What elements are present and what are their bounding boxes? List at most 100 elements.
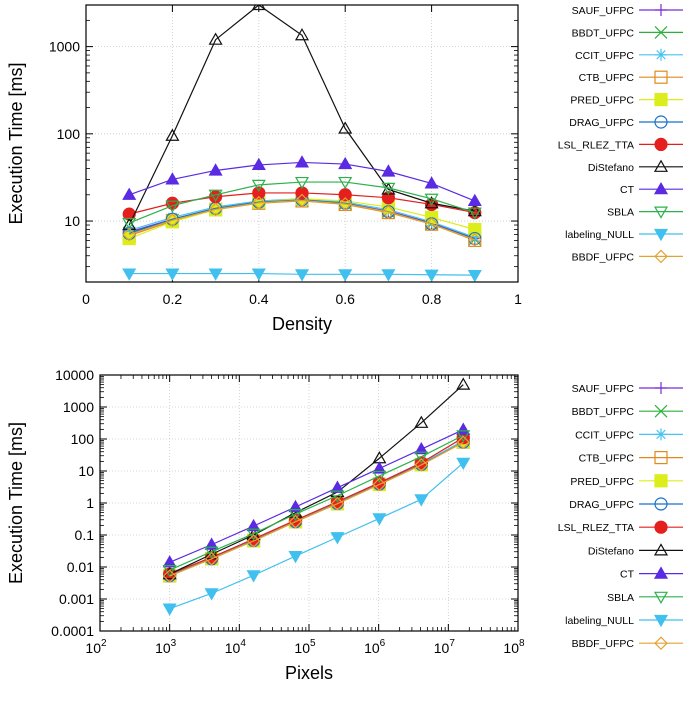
legend-label: BBDT_UFPC [572, 406, 635, 418]
data-point-bbdf-ufpc [122, 227, 137, 242]
series-bbdf-ufpc [162, 435, 471, 583]
data-point-bbdf-ufpc [162, 569, 177, 583]
data-point-bbdf-ufpc [330, 496, 345, 511]
plot-frame [85, 4, 519, 283]
legend-item-bbdf-ufpc: BBDF_UFPC [572, 249, 683, 264]
legend-marker-distefano [653, 543, 669, 556]
legend-label: BBDF_UFPC [572, 638, 635, 650]
data-point-bbdf-ufpc [467, 232, 482, 247]
y-axis-title: Execution Time [ms] [6, 422, 26, 584]
data-point-labeling-null [456, 457, 471, 471]
data-point-sbla [414, 451, 429, 464]
pixels-chart: 102 103 104 105 106 107 108 0.0001 0.001 0.01 0.1 1… [6, 367, 525, 683]
legend-label: DiStefano [588, 162, 634, 174]
data-point-ct [424, 176, 439, 189]
data-point-sbla [424, 193, 439, 206]
data-point-labeling-null [467, 269, 482, 282]
data-point-distefano [251, 5, 266, 11]
data-point-sbla [294, 176, 310, 190]
legend-item-sauf-ufpc: SAUF_UFPC [572, 382, 683, 395]
legend-item-distefano: DiStefano [588, 543, 683, 557]
x-tick-label: 0.4 [249, 291, 269, 307]
data-point-ct [330, 480, 345, 493]
series-ct [122, 155, 482, 207]
data-point-sbla [251, 179, 266, 193]
series-labeling-null [162, 457, 471, 616]
legend-item-lsl-rlez-tta: LSL_RLEZ_TTA [558, 137, 683, 151]
x-tick-label: 0.6 [335, 291, 355, 307]
legend-marker-labeling-null [653, 228, 669, 242]
data-point-sbla [165, 200, 180, 213]
data-point-distefano [456, 377, 471, 390]
legend-marker-sbla [653, 591, 669, 605]
series-line-sbla [128, 181, 475, 224]
data-point-labeling-null [165, 268, 180, 281]
data-point-sbla [456, 430, 471, 443]
legend-item-pred-ufpc: PRED_UFPC [570, 92, 683, 107]
data-point-bbdf-ufpc [424, 217, 439, 232]
legend-marker-lsl-rlez-tta [654, 520, 668, 534]
legend-item-drag-ufpc: DRAG_UFPC [569, 115, 683, 129]
x-tick-label: 108 [503, 638, 525, 656]
data-point-labeling-null [424, 269, 439, 282]
legend-item-pred-ufpc: PRED_UFPC [570, 474, 683, 488]
legend-item-ctb-ufpc: CTB_UFPC [579, 451, 683, 465]
y-tick-label: 100 [71, 431, 95, 447]
legend-item-lsl-rlez-tta: LSL_RLEZ_TTA [558, 520, 683, 534]
data-point-ct [122, 187, 137, 200]
legend-marker-ctb-ufpc [654, 70, 668, 84]
data-point-bbdf-ufpc [414, 458, 429, 472]
legend-label: PRED_UFPC [570, 476, 634, 488]
legend-label: PRED_UFPC [570, 95, 634, 107]
legend-item-ctb-ufpc: CTB_UFPC [579, 70, 683, 84]
series-line-sbla [169, 434, 464, 571]
series-sbla [122, 176, 482, 231]
series-group [122, 5, 482, 282]
data-point-bbdf-ufpc [165, 213, 180, 228]
legend-label: CCIT_UFPC [575, 50, 634, 62]
data-point-lsl-rlez-tta [252, 186, 266, 200]
legend-label: SAUF_UFPC [572, 383, 635, 395]
y-tick-label: 1 [86, 495, 94, 511]
legend-item-bbdf-ufpc: BBDF_UFPC [572, 636, 683, 650]
series-group [162, 377, 471, 616]
legend-item-drag-ufpc: DRAG_UFPC [569, 497, 683, 511]
legend-marker-pred-ufpc [654, 474, 668, 488]
data-point-labeling-null [372, 513, 387, 526]
data-point-sbla [204, 546, 219, 559]
legend-label: labeling_NULL [565, 615, 634, 627]
data-point-sbla [288, 508, 303, 522]
x-axis-title: Pixels [285, 663, 333, 683]
data-point-sbla [381, 182, 396, 196]
data-point-labeling-null [251, 268, 266, 281]
grid [99, 374, 519, 632]
data-point-pred-ufpc [468, 222, 482, 237]
y-axis-title: Execution Time [ms] [6, 62, 26, 224]
data-point-distefano [294, 28, 310, 41]
x-tick-label: 0.8 [422, 291, 442, 307]
legend-marker-drag-ufpc [654, 115, 668, 129]
data-point-ct [204, 537, 219, 550]
data-point-sbla [338, 176, 353, 190]
data-point-bbdf-ufpc [381, 205, 396, 219]
data-point-labeling-null [288, 550, 303, 564]
data-point-labeling-null [122, 268, 137, 281]
legend-marker-bbdf-ufpc [654, 249, 668, 264]
tick-labels: 0 0.2 0.4 0.6 0.8 1 10 100 1000 [49, 39, 522, 307]
data-point-labeling-null [414, 494, 429, 507]
legend-label: SBLA [607, 592, 634, 604]
data-point-distefano [165, 128, 180, 141]
legend-marker-sauf-ufpc [655, 382, 667, 394]
legend-marker-pred-ufpc [654, 92, 668, 107]
data-point-bbdf-ufpc [208, 202, 223, 217]
data-point-ct [251, 157, 266, 171]
data-point-labeling-null [246, 570, 261, 583]
series-labeling-null [122, 268, 482, 282]
data-point-ct [372, 461, 387, 474]
data-point-ct [288, 499, 303, 513]
data-point-distefano [467, 203, 482, 217]
data-point-labeling-null [204, 588, 219, 601]
legend-item-sbla: SBLA [607, 206, 683, 219]
tick-labels: 102 103 104 105 106 107 108 0.0001 0.001 0.01 0.1 1… [51, 367, 525, 656]
data-point-labeling-null [330, 532, 345, 545]
